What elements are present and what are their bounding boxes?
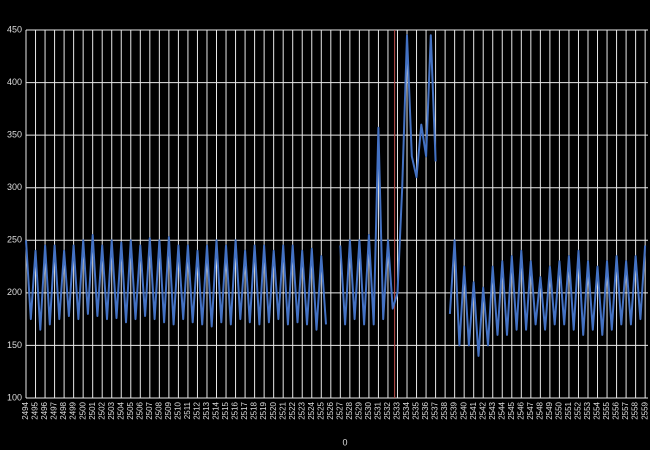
x-tick-label: 2545: [507, 401, 516, 419]
x-tick-label: 2502: [97, 401, 106, 419]
x-tick-label: 2507: [145, 401, 154, 419]
x-tick-label: 2550: [555, 401, 564, 419]
x-tick-label: 2513: [202, 401, 211, 419]
x-tick-label: 2508: [154, 401, 163, 419]
x-tick-label: 2535: [412, 401, 421, 419]
x-tick-label: 2497: [50, 401, 59, 419]
x-tick-label: 2503: [107, 401, 116, 419]
x-tick-label: 2529: [354, 401, 363, 419]
x-tick-label: 2524: [307, 401, 316, 419]
x-tick-label: 2494: [21, 401, 30, 419]
x-tick-label: 2555: [602, 401, 611, 419]
x-tick-label: 2516: [231, 401, 240, 419]
x-tick-label: 2518: [250, 401, 259, 419]
x-tick-label: 2506: [135, 401, 144, 419]
x-tick-label: 2542: [478, 401, 487, 419]
x-tick-label: 2546: [516, 401, 525, 419]
x-tick-label: 2526: [326, 401, 335, 419]
y-tick-label: 100: [7, 392, 22, 402]
x-tick-label: 2519: [259, 401, 268, 419]
y-tick-label: 250: [7, 235, 22, 245]
x-tick-label: 2505: [126, 401, 135, 419]
x-tick-label: 2521: [278, 401, 287, 419]
x-tick-label: 2504: [116, 401, 125, 419]
x-tick-label: 2532: [383, 401, 392, 419]
x-tick-label: 2510: [174, 401, 183, 419]
x-tick-label: 2551: [564, 401, 573, 419]
x-tick-label: 2500: [78, 401, 87, 419]
x-tick-label: 2539: [450, 401, 459, 419]
x-tick-label: 2543: [488, 401, 497, 419]
x-tick-label: 2517: [240, 401, 249, 419]
x-tick-label: 2537: [431, 401, 440, 419]
x-tick-label: 2520: [269, 401, 278, 419]
x-tick-label: 2540: [459, 401, 468, 419]
x-tick-label: 2548: [535, 401, 544, 419]
x-tick-label: 2496: [40, 401, 49, 419]
x-tick-label: 2558: [631, 401, 640, 419]
y-tick-label: 150: [7, 340, 22, 350]
x-tick-label: 2527: [335, 401, 344, 419]
x-tick-label: 2512: [193, 401, 202, 419]
x-tick-label: 2511: [183, 401, 192, 419]
y-tick-label: 300: [7, 182, 22, 192]
x-tick-label: 2501: [88, 401, 97, 419]
x-tick-label: 2534: [402, 401, 411, 419]
x-tick-label: 2538: [440, 401, 449, 419]
x-tick-label: 2498: [59, 401, 68, 419]
x-tick-label: 2522: [288, 401, 297, 419]
x-tick-label: 2536: [421, 401, 430, 419]
x-tick-label: 2525: [316, 401, 325, 419]
y-tick-label: 450: [7, 24, 22, 34]
x-tick-label: 2499: [69, 401, 78, 419]
x-tick-label: 2495: [31, 401, 40, 419]
x-tick-label: 2523: [297, 401, 306, 419]
x-tick-label: 2553: [583, 401, 592, 419]
x-tick-label: 2554: [593, 401, 602, 419]
x-tick-label: 2556: [612, 401, 621, 419]
x-tick-label: 2544: [497, 401, 506, 419]
x-tick-label: 2549: [545, 401, 554, 419]
x-tick-label: 2557: [621, 401, 630, 419]
x-tick-label: 2515: [221, 401, 230, 419]
x-tick-label: 2528: [345, 401, 354, 419]
x-tick-label: 2552: [574, 401, 583, 419]
x-tick-label: 2509: [164, 401, 173, 419]
x-axis-title: 0: [342, 437, 347, 447]
x-tick-label: 2541: [469, 401, 478, 419]
y-tick-label: 200: [7, 287, 22, 297]
y-tick-label: 350: [7, 130, 22, 140]
x-tick-label: 2514: [212, 401, 221, 419]
x-tick-label: 2531: [374, 401, 383, 419]
x-tick-label: 2533: [393, 401, 402, 419]
x-tick-label: 2559: [640, 401, 649, 419]
data-line: [25, 34, 647, 357]
y-tick-label: 400: [7, 77, 22, 87]
x-tick-label: 2530: [364, 401, 373, 419]
x-tick-label: 2547: [526, 401, 535, 419]
